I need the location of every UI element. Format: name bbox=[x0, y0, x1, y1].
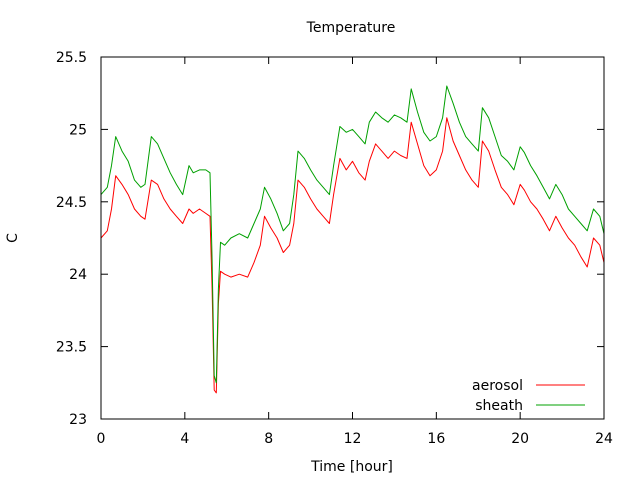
x-tick-label: 20 bbox=[511, 431, 529, 447]
x-axis-label: Time [hour] bbox=[310, 459, 393, 475]
series-line-sheath bbox=[100, 85, 605, 384]
legend-label-sheath: sheath bbox=[475, 398, 523, 414]
legend-label-aerosol: aerosol bbox=[472, 378, 523, 394]
y-tick-label: 24 bbox=[69, 267, 87, 283]
y-tick-label: 23.5 bbox=[56, 340, 87, 356]
series-line-aerosol bbox=[100, 117, 605, 394]
x-tick-label: 12 bbox=[344, 431, 362, 447]
x-tick-label: 4 bbox=[180, 431, 189, 447]
y-tick-label: 23 bbox=[69, 412, 87, 428]
x-tick-label: 16 bbox=[427, 431, 445, 447]
y-tick-label: 25 bbox=[69, 122, 87, 138]
ticks-layer: 0 4 8 12 16 20 24 23 23.5 24 24.5 25 25.5 bbox=[56, 50, 613, 447]
series-layer bbox=[100, 85, 605, 394]
y-axis-label: C bbox=[5, 233, 21, 243]
legend: aerosol sheath bbox=[472, 378, 585, 414]
x-tick-label: 24 bbox=[595, 431, 613, 447]
x-tick-label: 0 bbox=[97, 431, 106, 447]
x-tick-label: 8 bbox=[264, 431, 273, 447]
plot-frame bbox=[100, 56, 605, 420]
chart-title: Temperature bbox=[306, 20, 396, 36]
y-tick-label: 24.5 bbox=[56, 195, 87, 211]
y-tick-label: 25.5 bbox=[56, 50, 87, 66]
